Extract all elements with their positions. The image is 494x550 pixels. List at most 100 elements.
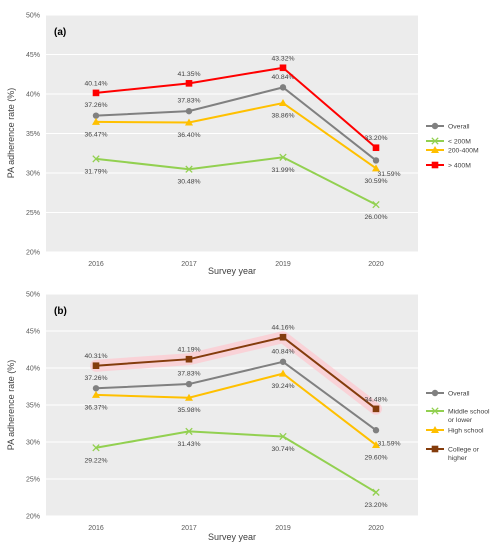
legend-marker — [431, 426, 439, 433]
data-point — [92, 112, 100, 119]
data-label: 35.98% — [177, 407, 200, 414]
x-tick-label: 2016 — [88, 261, 104, 268]
data-label: 26.00% — [364, 214, 387, 221]
y-tick-label: 40% — [26, 366, 40, 373]
data-label: 29.60% — [364, 454, 387, 461]
data-point — [92, 362, 100, 370]
legend-label: 200-400M — [448, 148, 479, 155]
series-3: 40.31% 41.19% 44.16% 34.48% — [84, 325, 388, 413]
data-point — [372, 440, 380, 448]
data-label: 36.40% — [177, 132, 200, 139]
legend-label: Overall — [448, 124, 470, 131]
data-point — [372, 200, 380, 209]
series-line — [95, 372, 377, 446]
data-label: 31.59% — [377, 171, 400, 178]
data-label: 29.22% — [84, 457, 107, 464]
data-point — [279, 99, 287, 107]
data-label: 40.84% — [271, 74, 294, 81]
data-label: 23.20% — [364, 502, 387, 509]
data-point — [279, 369, 287, 377]
data-point — [185, 80, 193, 87]
series-1: 31.79% 30.48% 31.99% 26.00% — [84, 153, 388, 221]
series-3: 40.14% 41.35% 43.32% 33.20% — [84, 55, 388, 152]
x-tick-label: 2019 — [275, 261, 291, 268]
series-2: 36.37% 35.98% 39.24% 29.60% — [84, 369, 388, 461]
data-point — [185, 355, 193, 363]
data-label: 40.84% — [271, 348, 294, 355]
data-point — [372, 427, 380, 434]
data-point — [372, 405, 380, 413]
data-point — [185, 393, 193, 401]
data-point — [185, 380, 193, 388]
legend-label: High school — [448, 428, 484, 435]
data-label: 36.37% — [84, 404, 107, 411]
data-point — [372, 488, 380, 496]
legend-label: Overall — [448, 391, 470, 398]
y-tick-label: 50% — [26, 13, 40, 20]
y-tick-label: 50% — [26, 292, 40, 299]
legend-marker — [431, 137, 439, 145]
y-axis-title: PA adherence rate (%) — [6, 360, 16, 450]
legend-label: Middle school or lower — [448, 409, 490, 425]
y-tick-label: 45% — [26, 52, 40, 59]
data-point — [92, 117, 100, 125]
data-point — [279, 153, 287, 161]
data-point — [279, 333, 287, 341]
legend-label: > 400M — [448, 163, 471, 170]
y-tick-label: 45% — [26, 329, 40, 336]
legend-marker — [431, 407, 439, 415]
data-point — [185, 107, 193, 115]
data-point — [92, 385, 100, 392]
data-point — [185, 165, 193, 173]
data-label: 38.86% — [271, 113, 294, 120]
x-tick-label: 2020 — [368, 525, 384, 532]
legend-marker — [431, 445, 439, 453]
data-label: 30.48% — [177, 179, 200, 186]
data-point — [185, 118, 193, 126]
panel-label: (b) — [54, 306, 67, 317]
legend-marker — [431, 161, 439, 169]
series-1: 29.22% 31.43% 30.74% 23.20% — [84, 427, 388, 509]
series-line — [95, 336, 377, 410]
x-axis-title: Survey year — [208, 532, 256, 542]
data-label: 31.43% — [177, 441, 200, 448]
data-point — [92, 155, 100, 163]
series-line — [95, 101, 377, 170]
legend: Overall < 200M 200-400M > 400M — [426, 122, 479, 170]
y-tick-label: 35% — [26, 403, 40, 410]
data-point — [372, 144, 380, 152]
legend-label: < 200M — [448, 139, 471, 146]
data-point — [279, 432, 287, 441]
data-point — [92, 444, 100, 452]
x-tick-label: 2017 — [181, 525, 197, 532]
x-tick-label: 2016 — [88, 525, 104, 532]
data-label: 44.16% — [271, 325, 294, 332]
data-label: 37.26% — [84, 102, 107, 109]
series-line — [95, 86, 377, 162]
series-0: 37.26% 37.83% 40.84% 31.59% — [84, 74, 400, 178]
data-label: 41.35% — [177, 71, 200, 78]
data-label: 31.79% — [84, 168, 107, 175]
data-label: 31.59% — [377, 441, 400, 448]
x-axis-title: Survey year — [208, 266, 256, 276]
y-tick-label: 30% — [26, 171, 40, 178]
series-line — [95, 430, 377, 494]
data-label: 40.14% — [84, 80, 107, 87]
panel-b: 20% 25% 30% 35% 40% 45% 50% 2016 2017 2019 2020 PA … — [6, 292, 490, 543]
series-line — [95, 66, 377, 149]
x-tick-label: 2019 — [275, 525, 291, 532]
panel-a: 20% 25% 30% 35% 40% 45% 50% 2016 2017 2019 2020 PA … — [6, 13, 479, 277]
y-tick-label: 35% — [26, 131, 40, 138]
data-label: 34.48% — [364, 396, 387, 403]
series-line — [95, 156, 377, 206]
data-label: 33.20% — [364, 135, 387, 142]
data-label: 40.31% — [84, 353, 107, 360]
data-label: 31.99% — [271, 167, 294, 174]
data-point — [372, 157, 380, 164]
data-point — [92, 390, 100, 398]
y-axis-title: PA adherence rate (%) — [6, 88, 16, 178]
legend-marker — [431, 389, 439, 397]
y-tick-label: 25% — [26, 210, 40, 217]
data-label: 37.83% — [177, 98, 200, 105]
x-tick-label: 2017 — [181, 261, 197, 268]
